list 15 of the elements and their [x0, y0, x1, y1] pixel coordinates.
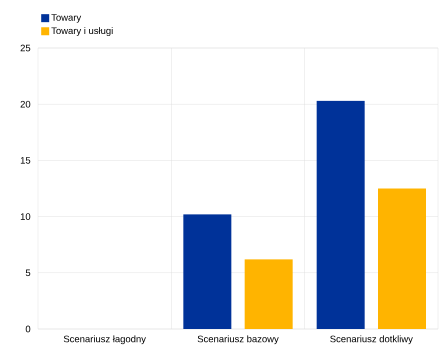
y-tick-label: 10: [20, 213, 30, 220]
bar: [244, 259, 293, 329]
y-tick-label: 15: [20, 157, 30, 164]
legend-label: Towary i usługi: [51, 27, 113, 36]
y-tick-label: 20: [20, 100, 30, 108]
y-tick-label: 0: [26, 326, 30, 332]
x-tick-label: Scenariusz bazowy: [198, 335, 279, 344]
bar: [316, 100, 365, 329]
x-tick-label: Scenariusz dotkliwy: [330, 335, 413, 344]
bar: [183, 214, 232, 329]
bar: [378, 188, 426, 329]
y-tick-label: 25: [20, 44, 30, 52]
x-tick-label: Scenariusz łagodny: [64, 335, 146, 344]
legend-label: Towary: [51, 14, 82, 23]
y-tick-label: 5: [26, 269, 30, 276]
